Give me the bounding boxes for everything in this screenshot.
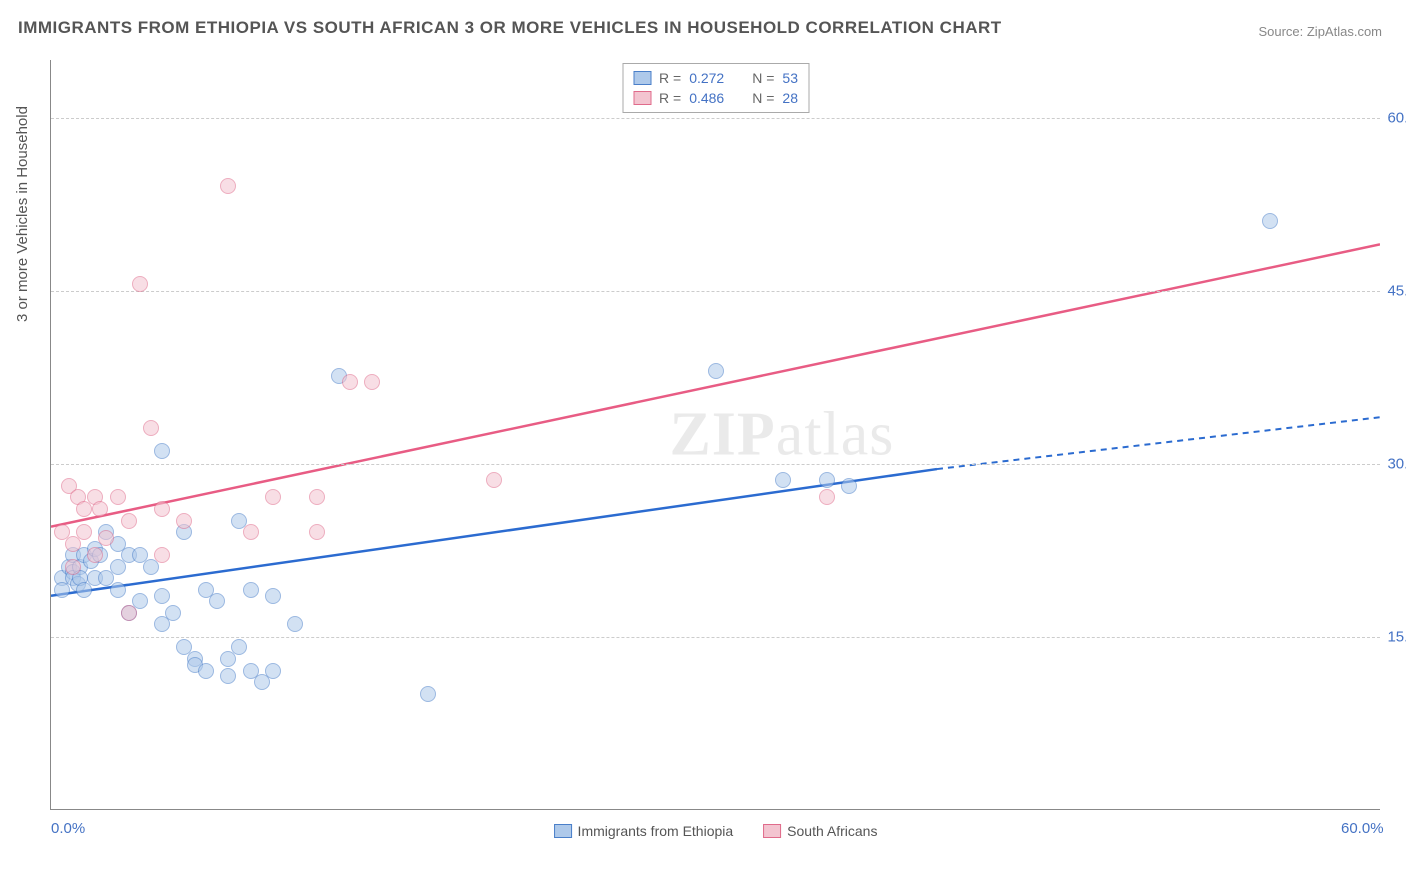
data-point bbox=[220, 178, 236, 194]
legend-swatch bbox=[633, 91, 651, 105]
chart-plot-area: ZIPatlas R =0.272N =53R =0.486N =28 Immi… bbox=[50, 60, 1380, 810]
legend-swatch bbox=[554, 824, 572, 838]
data-point bbox=[819, 472, 835, 488]
data-point bbox=[154, 501, 170, 517]
data-point bbox=[708, 363, 724, 379]
watermark: ZIPatlas bbox=[669, 399, 894, 470]
data-point bbox=[243, 524, 259, 540]
ytick-label: 45.0% bbox=[1385, 282, 1406, 299]
ytick-label: 15.0% bbox=[1385, 628, 1406, 645]
data-point bbox=[309, 489, 325, 505]
data-point bbox=[220, 668, 236, 684]
data-point bbox=[819, 489, 835, 505]
data-point bbox=[110, 489, 126, 505]
n-value: 53 bbox=[782, 70, 798, 86]
trend-line-dashed bbox=[937, 417, 1380, 469]
data-point bbox=[176, 513, 192, 529]
data-point bbox=[76, 524, 92, 540]
legend-stat-row: R = 0.272 N = 53 bbox=[633, 68, 798, 88]
data-point bbox=[132, 276, 148, 292]
n-value: 28 bbox=[782, 90, 798, 106]
data-point bbox=[209, 593, 225, 609]
legend-stat-row: R = 0.486 N = 28 bbox=[633, 88, 798, 108]
r-value: 0.486 bbox=[689, 90, 724, 106]
trend-lines-layer bbox=[51, 60, 1380, 809]
legend-bottom: Immigrants from Ethiopia South Africans bbox=[554, 823, 878, 839]
legend-label: Immigrants from Ethiopia bbox=[578, 823, 734, 839]
data-point bbox=[121, 513, 137, 529]
chart-title: IMMIGRANTS FROM ETHIOPIA VS SOUTH AFRICA… bbox=[18, 18, 1002, 38]
data-point bbox=[309, 524, 325, 540]
legend-item: Immigrants from Ethiopia bbox=[554, 823, 734, 839]
data-point bbox=[121, 605, 137, 621]
data-point bbox=[198, 663, 214, 679]
data-point bbox=[841, 478, 857, 494]
data-point bbox=[154, 547, 170, 563]
legend-label: South Africans bbox=[787, 823, 877, 839]
legend-swatch bbox=[763, 824, 781, 838]
legend-item: South Africans bbox=[763, 823, 877, 839]
data-point bbox=[98, 530, 114, 546]
gridline bbox=[51, 464, 1380, 465]
data-point bbox=[154, 588, 170, 604]
gridline bbox=[51, 118, 1380, 119]
data-point bbox=[265, 588, 281, 604]
data-point bbox=[65, 559, 81, 575]
source-label: Source: ZipAtlas.com bbox=[1258, 24, 1382, 39]
ytick-label: 30.0% bbox=[1385, 455, 1406, 472]
gridline bbox=[51, 637, 1380, 638]
data-point bbox=[364, 374, 380, 390]
data-point bbox=[87, 547, 103, 563]
data-point bbox=[110, 582, 126, 598]
data-point bbox=[287, 616, 303, 632]
data-point bbox=[775, 472, 791, 488]
watermark-bold: ZIP bbox=[669, 400, 775, 468]
legend-swatch bbox=[633, 71, 651, 85]
data-point bbox=[243, 582, 259, 598]
gridline bbox=[51, 291, 1380, 292]
legend-stats: R = 0.272 N = 53 R = 0.486 N = 28 bbox=[622, 63, 809, 113]
data-point bbox=[92, 501, 108, 517]
y-axis-label: 3 or more Vehicles in Household bbox=[14, 106, 31, 322]
data-point bbox=[231, 639, 247, 655]
data-point bbox=[1262, 213, 1278, 229]
watermark-light: atlas bbox=[776, 400, 895, 468]
data-point bbox=[265, 663, 281, 679]
xtick-label: 0.0% bbox=[51, 820, 85, 837]
r-label: R = bbox=[659, 70, 681, 86]
trend-line bbox=[51, 244, 1380, 526]
r-value: 0.272 bbox=[689, 70, 724, 86]
data-point bbox=[154, 443, 170, 459]
data-point bbox=[342, 374, 358, 390]
data-point bbox=[420, 686, 436, 702]
data-point bbox=[143, 420, 159, 436]
data-point bbox=[486, 472, 502, 488]
xtick-label: 60.0% bbox=[1341, 820, 1384, 837]
r-label: R = bbox=[659, 90, 681, 106]
ytick-label: 60.0% bbox=[1385, 109, 1406, 126]
data-point bbox=[265, 489, 281, 505]
n-label: N = bbox=[752, 90, 774, 106]
data-point bbox=[165, 605, 181, 621]
n-label: N = bbox=[752, 70, 774, 86]
